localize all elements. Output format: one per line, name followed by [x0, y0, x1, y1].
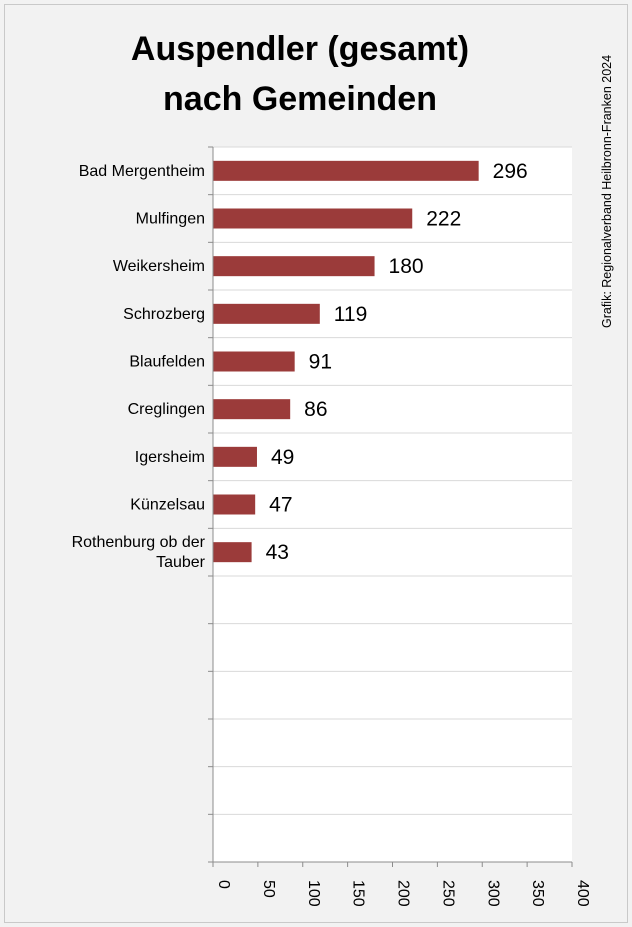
category-label: Bad Mergentheim: [79, 163, 205, 180]
bar-value-label: 180: [389, 255, 424, 278]
bar: [213, 494, 256, 515]
category-label: Mulfingen: [136, 211, 205, 228]
category-label: Rothenburg ob der: [72, 534, 206, 551]
x-tick-label: 300: [484, 880, 501, 907]
category-label: Weikersheim: [113, 258, 205, 275]
x-tick-label: 200: [395, 880, 412, 907]
bar-value-label: 49: [271, 446, 294, 469]
category-label: Creglingen: [128, 401, 205, 418]
bar-value-label: 222: [426, 208, 461, 231]
chart-title-line-1: Auspendler (gesamt): [130, 30, 470, 68]
x-tick-label: 100: [305, 880, 322, 907]
category-label: Blaufelden: [129, 354, 205, 371]
bar-value-label: 119: [334, 303, 367, 326]
category-label: Igersheim: [135, 449, 205, 466]
x-tick-label: 350: [529, 880, 546, 907]
category-label: Künzelsau: [130, 497, 205, 514]
bar: [213, 542, 252, 563]
bar-value-label: 91: [309, 351, 332, 374]
bar: [213, 160, 479, 181]
bar: [213, 256, 375, 277]
category-label: Tauber: [156, 554, 206, 571]
bar: [213, 351, 295, 372]
bar: [213, 446, 257, 467]
bar: [213, 303, 320, 324]
bar-value-label: 47: [269, 494, 292, 517]
x-tick-label: 0: [215, 880, 232, 889]
bar: [213, 399, 291, 420]
chart-title-line-2: nach Gemeinden: [163, 80, 437, 118]
x-tick-label: 400: [574, 880, 591, 907]
x-tick-label: 150: [350, 880, 367, 907]
chart-title: Auspendler (gesamt) nach Gemeinden: [20, 24, 580, 124]
x-tick-label: 250: [439, 880, 456, 907]
bar-value-label: 43: [266, 541, 289, 564]
x-tick-label: 50: [260, 880, 277, 898]
bar-value-label: 296: [493, 160, 528, 183]
category-label: Schrozberg: [123, 306, 205, 323]
bar: [213, 208, 413, 229]
bar-value-label: 86: [304, 398, 327, 421]
